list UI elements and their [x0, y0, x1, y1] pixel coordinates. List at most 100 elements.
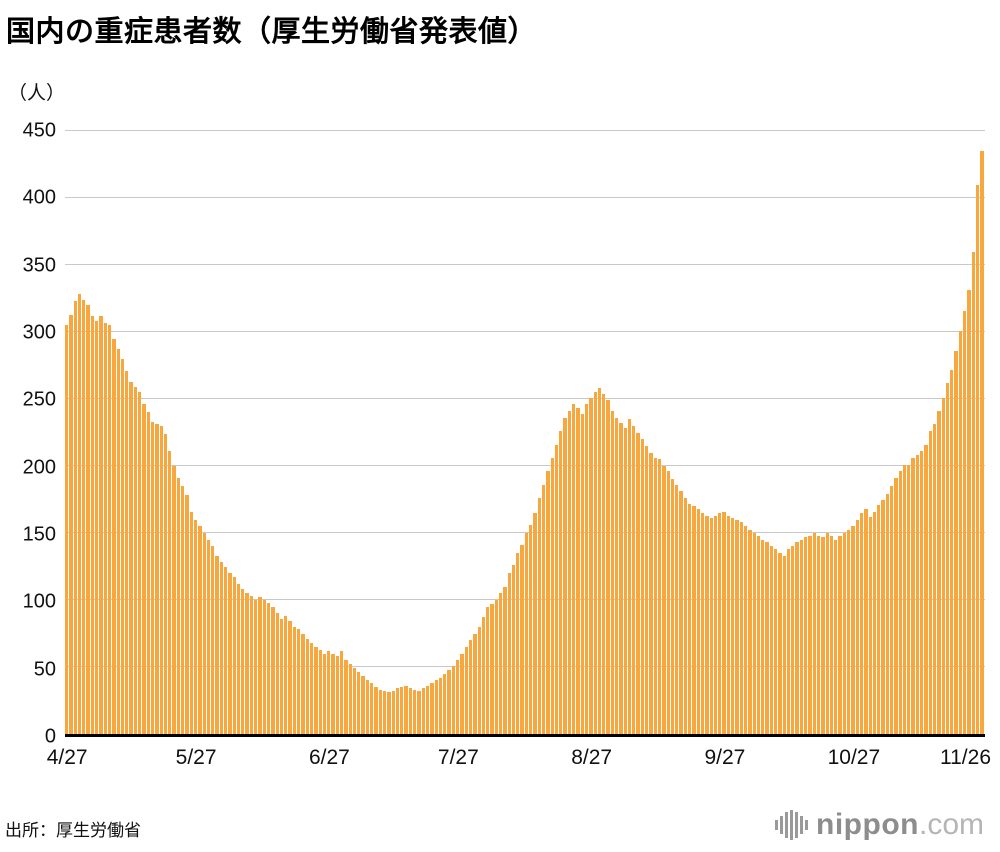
gridline [65, 331, 985, 332]
y-tick-label: 400 [22, 186, 56, 209]
bar [155, 424, 159, 734]
bar [812, 533, 816, 734]
bar [249, 595, 254, 734]
bar [404, 685, 408, 734]
bar [911, 457, 915, 734]
bar [967, 290, 971, 734]
bar [391, 691, 395, 734]
bar [245, 593, 249, 734]
bar [915, 455, 920, 734]
bar [761, 539, 765, 734]
bar [107, 325, 112, 734]
bar [202, 533, 206, 734]
bar [821, 537, 825, 734]
bar [503, 586, 507, 734]
bar [541, 484, 546, 734]
y-tick-label: 100 [22, 590, 56, 613]
bar [799, 539, 804, 734]
bar [357, 672, 361, 734]
bar [309, 642, 314, 734]
bar [765, 542, 769, 734]
bar [855, 519, 859, 734]
y-tick-label: 0 [44, 725, 56, 748]
x-tick-label: 4/27 [46, 746, 88, 769]
bar [322, 653, 327, 734]
bar [241, 589, 245, 734]
bar [743, 526, 748, 734]
bar [65, 325, 69, 734]
bar [602, 393, 606, 734]
bar [314, 646, 318, 734]
x-tick-label: 6/27 [308, 746, 350, 769]
bar [752, 533, 756, 734]
bar [885, 494, 889, 734]
soundwave-bars-icon [775, 810, 809, 840]
bar [597, 388, 602, 734]
bar [413, 689, 417, 734]
bar [116, 349, 120, 734]
bar [769, 546, 773, 734]
bar [288, 621, 292, 734]
y-tick-label: 300 [22, 321, 56, 344]
bar [907, 464, 911, 734]
bar [679, 491, 683, 734]
bar [481, 617, 486, 734]
gridline [65, 197, 985, 199]
bar [958, 330, 963, 734]
gridline [65, 532, 985, 533]
bar [507, 573, 511, 734]
bar [864, 508, 868, 734]
bar [374, 687, 378, 734]
bar [804, 537, 808, 734]
bar [516, 553, 520, 734]
bar [567, 411, 572, 734]
bar [142, 404, 146, 734]
bar [193, 519, 198, 734]
bar [606, 400, 610, 734]
bar [735, 519, 739, 734]
logo-suffix-text: .com [918, 808, 984, 841]
bar [816, 535, 821, 734]
y-tick-label: 350 [22, 254, 56, 277]
bar [305, 638, 309, 734]
bar [731, 518, 735, 734]
bar [447, 669, 451, 734]
bar [920, 451, 924, 734]
y-axis-unit-label: （人） [8, 83, 66, 104]
bar [318, 649, 322, 734]
y-tick-label: 200 [22, 456, 56, 479]
bar [361, 676, 365, 734]
bar [90, 315, 95, 734]
bar [150, 421, 155, 734]
x-tick-label: 7/27 [437, 746, 479, 769]
bar [198, 526, 202, 734]
bar [782, 555, 786, 734]
bar [615, 417, 619, 734]
bar [223, 566, 228, 734]
bar [103, 322, 107, 734]
bar [898, 471, 902, 734]
bar [546, 471, 550, 734]
bar [842, 533, 847, 734]
bar [340, 650, 344, 734]
gridline [65, 465, 985, 467]
bar [533, 512, 537, 734]
bar [279, 618, 284, 734]
bar [172, 466, 176, 734]
bar [133, 386, 138, 734]
bar [980, 151, 984, 734]
bar [726, 515, 731, 734]
bar [327, 650, 331, 734]
bar [275, 613, 279, 734]
x-tick-label: 5/27 [175, 746, 217, 769]
bar [847, 530, 851, 734]
bar [808, 535, 812, 734]
bar [254, 600, 258, 734]
bar [344, 660, 348, 734]
bar [791, 546, 795, 734]
bar [877, 504, 881, 734]
gridline [65, 130, 985, 131]
bar [683, 498, 688, 734]
bar [266, 602, 271, 734]
bar [584, 404, 589, 734]
